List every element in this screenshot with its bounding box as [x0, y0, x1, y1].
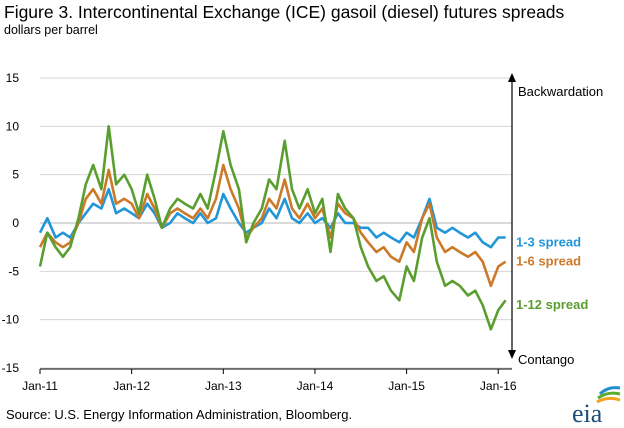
y-tick-label: 0 [12, 216, 19, 230]
series-line [38, 187, 506, 249]
source-note: Source: U.S. Energy Information Administ… [6, 407, 353, 422]
backwardation-label: Backwardation [518, 84, 603, 99]
arrow-down-icon [508, 350, 516, 359]
y-tick-label: -10 [2, 313, 20, 327]
x-tick-label: Jan-13 [205, 379, 242, 393]
series-line [38, 125, 507, 331]
series-label: 1-12 spread [516, 297, 588, 312]
x-tick-label: Jan-12 [113, 379, 150, 393]
y-tick-label: -15 [2, 361, 20, 375]
eia-logo: eia [572, 386, 621, 426]
chart-title: Figure 3. Intercontinental Exchange (ICE… [4, 2, 565, 22]
y-tick-label: 15 [6, 71, 20, 85]
series-line [38, 163, 507, 288]
y-tick-label: -5 [8, 264, 19, 278]
y-tick-label: 5 [12, 168, 19, 182]
series-label: 1-3 spread [516, 234, 581, 249]
x-tick-label: Jan-14 [297, 379, 334, 393]
series-label: 1-6 spread [516, 254, 581, 269]
logo-swoosh-icon [596, 386, 621, 404]
x-tick-label: Jan-11 [22, 379, 58, 393]
x-tick-label: Jan-15 [388, 379, 425, 393]
y-tick-label: 10 [6, 119, 20, 133]
contango-label: Contango [518, 352, 574, 367]
logo-text: eia [572, 399, 603, 426]
arrow-up-icon [508, 73, 516, 82]
x-tick-label: Jan-16 [480, 379, 517, 393]
chart-subtitle: dollars per barrel [4, 23, 98, 37]
